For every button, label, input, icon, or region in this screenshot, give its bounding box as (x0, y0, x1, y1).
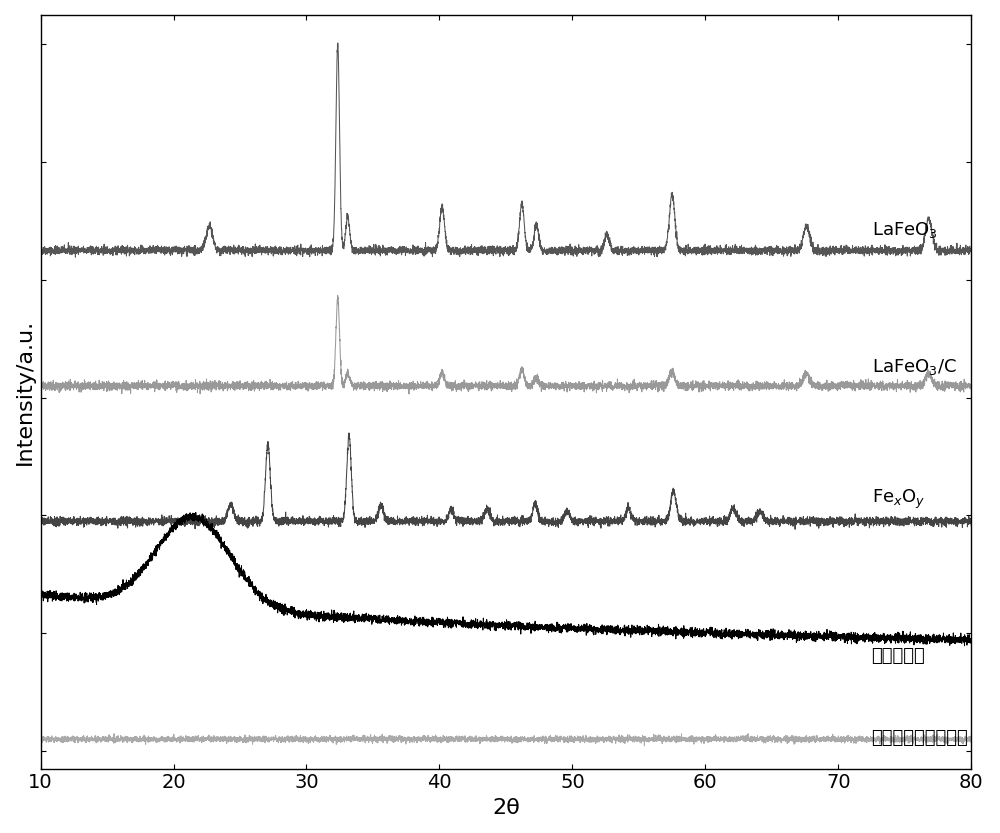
X-axis label: 2θ: 2θ (492, 798, 520, 818)
Text: Fe$_x$O$_y$: Fe$_x$O$_y$ (872, 487, 925, 511)
Text: 石榴皮粉末: 石榴皮粉末 (872, 646, 925, 665)
Y-axis label: Intensity/a.u.: Intensity/a.u. (15, 319, 35, 465)
Text: LaFeO$_3$/C: LaFeO$_3$/C (872, 357, 957, 377)
Text: LaFeO$_3$: LaFeO$_3$ (872, 220, 937, 240)
Text: 降解后的石榴皮粉末: 降解后的石榴皮粉末 (872, 729, 968, 747)
